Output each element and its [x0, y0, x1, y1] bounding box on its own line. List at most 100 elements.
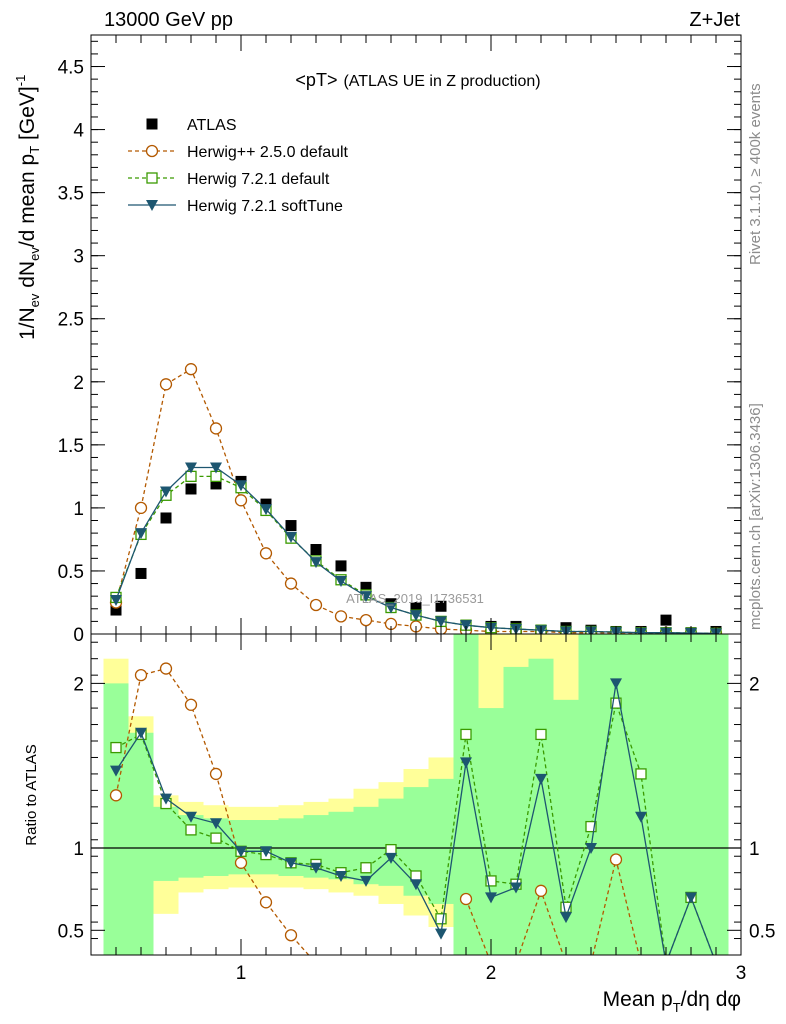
ratio-point	[335, 870, 347, 882]
ratio-point	[610, 678, 622, 690]
data-point	[110, 604, 122, 616]
ratio-point	[360, 875, 372, 887]
ratio-point	[435, 913, 447, 925]
data-point	[284, 577, 298, 590]
ratio-point	[385, 852, 397, 864]
ratio-point	[560, 912, 572, 924]
main-y-tick-label: 3	[73, 247, 84, 268]
ratio-point	[609, 853, 623, 866]
ratio-point	[260, 846, 272, 858]
ratio-point	[635, 811, 647, 823]
main-y-tick-label: 1.5	[58, 436, 84, 457]
ratio-point	[635, 768, 647, 780]
main-y-tick-label: 0	[73, 625, 84, 646]
data-point	[110, 594, 122, 606]
legend-marker	[145, 144, 159, 158]
legend-label: Herwig++ 2.5.0 default	[187, 144, 349, 161]
main-ylabel: 1/Nev dNev/d mean pT [GeV]-1	[13, 75, 42, 340]
ratio-series-herwig-7-2-1-softtune	[110, 678, 714, 955]
ratio-y-tick-label-right: 2	[749, 674, 760, 695]
ratio-point	[485, 875, 497, 887]
legend-label: Herwig 7.2.1 softTune	[187, 198, 343, 215]
ratio-point	[284, 929, 298, 942]
data-point	[210, 478, 222, 490]
stat-band-bin	[678, 634, 704, 955]
stat-band-bin	[378, 798, 404, 886]
data-point	[135, 567, 147, 579]
data-point	[410, 610, 422, 622]
legend-marker	[146, 172, 158, 184]
main-y-tick-label: 0.5	[58, 562, 84, 583]
data-point	[260, 498, 272, 510]
ratio-y-tick-label-right: 0.5	[749, 921, 775, 942]
main-y-tick-label: 3.5	[58, 184, 84, 205]
ratio-y-tick-label-right: 1	[749, 839, 760, 860]
legend-marker	[146, 200, 158, 211]
ratio-point	[235, 846, 247, 858]
data-point	[310, 544, 322, 556]
ratio-point	[460, 757, 472, 769]
legend-label: Herwig 7.2.1 default	[187, 171, 330, 188]
data-point	[309, 598, 323, 612]
ratio-y-tick-label: 0.5	[58, 921, 84, 942]
stat-band-bin	[653, 634, 679, 955]
data-point	[134, 501, 148, 515]
series-herwig-7-2-1-softtune	[110, 462, 722, 634]
stat-band-bin	[503, 666, 529, 955]
legend-entry-herwig-7-2-1-default: Herwig 7.2.1 default	[128, 171, 330, 188]
data-point	[159, 378, 173, 391]
x-tick-label: 2	[486, 963, 497, 984]
data-point	[260, 504, 272, 516]
main-y-tick-label: 1	[73, 499, 84, 520]
ratio-point	[184, 698, 198, 711]
header-left: 13000 GeV pp	[104, 9, 233, 31]
ratio-point	[185, 811, 197, 823]
ratio-point	[234, 856, 248, 869]
x-tick-label: 1	[236, 963, 247, 984]
data-point	[234, 494, 248, 507]
ratio-point	[485, 892, 497, 904]
ratio-y-tick-label: 1	[73, 839, 84, 860]
ratio-point	[159, 662, 173, 675]
main-y-tick-label: 4	[73, 121, 84, 142]
ratio-point	[585, 820, 597, 833]
ratio-point	[610, 697, 622, 709]
data-point	[334, 610, 348, 623]
ratio-point	[134, 669, 148, 682]
ratio-point	[460, 728, 472, 741]
ratio-point	[160, 793, 172, 805]
data-point	[184, 363, 198, 376]
main-y-tick-label: 2	[73, 373, 84, 394]
main-title: <pT> (ATLAS UE in Z production)	[295, 70, 540, 90]
ratio-point	[535, 773, 547, 785]
ratio-ylabel: Ratio to ATLAS	[23, 744, 40, 845]
ratio-point	[110, 765, 122, 777]
ratio-point	[210, 818, 222, 830]
watermark: ATLAS_2019_I1736531	[346, 591, 484, 606]
data-point	[160, 512, 172, 524]
data-point	[235, 480, 247, 492]
ratio-point	[459, 892, 473, 906]
ratio-point	[685, 892, 697, 904]
main-panel: 0 0.5 1 1.5 2 2.5 3 3.5 4 4.5 <pT> (ATLAS UE in Z …	[13, 34, 742, 646]
ratio-point	[109, 789, 123, 802]
x-tick-label: 3	[736, 963, 747, 984]
ratio-point	[185, 824, 197, 836]
data-point	[435, 600, 447, 612]
legend-entry-atlas: ATLAS	[146, 117, 237, 134]
data-point	[185, 483, 197, 495]
ratio-point	[259, 896, 273, 909]
stat-band-bin	[153, 806, 179, 881]
main-y-tick-label: 2.5	[58, 310, 84, 331]
data-point	[460, 620, 472, 632]
legend: ATLAS Herwig++ 2.5.0 default Herwig 7.2.1 …	[128, 117, 349, 215]
data-point	[285, 531, 297, 543]
data-point	[359, 613, 373, 627]
legend-marker	[146, 118, 158, 130]
main-title-sub: (ATLAS UE in Z production)	[343, 73, 540, 90]
data-point	[335, 576, 347, 588]
legend-entry-herwig-2-5-0-default: Herwig++ 2.5.0 default	[128, 144, 349, 161]
main-title-main: <pT>	[295, 70, 337, 90]
data-point	[209, 422, 223, 435]
